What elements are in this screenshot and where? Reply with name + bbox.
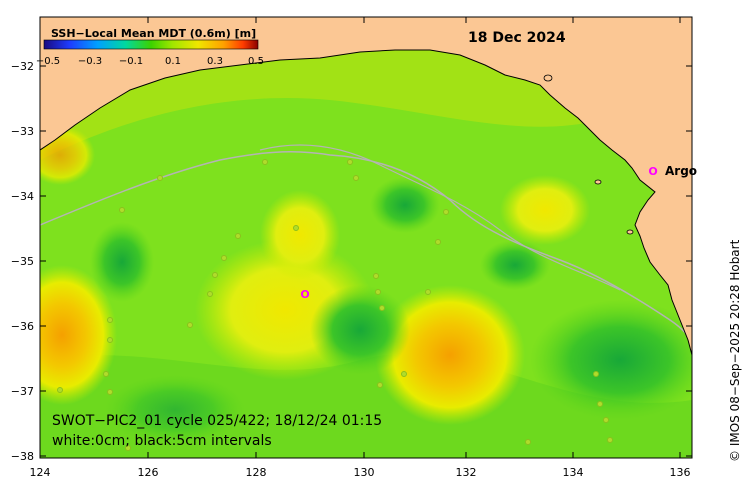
colorbar-tick: 0.5 (248, 56, 264, 67)
x-axis: 124 126 128 130 132 134 136 (30, 17, 691, 479)
y-tick-label: −34 (11, 190, 34, 203)
y-tick-label: −36 (11, 320, 34, 333)
x-tick-label: 134 (563, 466, 584, 479)
argo-legend-marker: O (648, 165, 657, 178)
y-tick-label: −38 (11, 450, 34, 463)
shelf-contour-line (40, 151, 692, 346)
argo-legend-label: Argo (665, 164, 697, 178)
warm-eddy (40, 265, 117, 405)
y-tick-label: −35 (11, 255, 34, 268)
argo-float-marker: O (300, 288, 309, 301)
colorbar-title: SSH−Local Mean MDT (0.6m) [m] (51, 27, 256, 40)
x-tick-label: 126 (138, 466, 159, 479)
shelf-contour-line (259, 144, 621, 291)
y-tick-label: −32 (11, 60, 34, 73)
x-tick-label: 124 (30, 466, 51, 479)
y-tick-label: −37 (11, 385, 34, 398)
cool-eddy (105, 375, 245, 445)
x-tick-label: 132 (456, 466, 477, 479)
credit-text: © IMOS 08−Sep−2025 20:28 Hobart (728, 239, 742, 462)
x-tick-label: 136 (670, 466, 691, 479)
warm-eddy (375, 285, 525, 425)
colorbar: SSH−Local Mean MDT (0.6m) [m] −0.5 −0.3 … (36, 27, 264, 67)
cool-eddy (530, 300, 692, 420)
colorbar-gradient (43, 39, 259, 50)
colorbar-tick: 0.3 (207, 56, 223, 67)
date-label: 18 Dec 2024 (468, 30, 566, 46)
colorbar-tick: −0.3 (78, 56, 102, 67)
x-tick-label: 130 (354, 466, 375, 479)
colorbar-tick: 0.1 (165, 56, 181, 67)
island (594, 179, 602, 185)
x-tick-label: 128 (246, 466, 267, 479)
cool-eddy (370, 177, 440, 233)
cool-eddy (90, 222, 154, 302)
colorbar-tick: −0.1 (119, 56, 143, 67)
cool-eddy (310, 285, 410, 375)
island (543, 74, 553, 82)
swot-observation-points (57, 159, 613, 451)
cool-eddy (480, 240, 550, 290)
caption-line-1: SWOT−PIC2_01 cycle 025/422; 18/12/24 01:… (52, 413, 382, 429)
plot-border (39, 16, 693, 459)
warm-eddy (500, 175, 590, 245)
colorbar-tick: −0.5 (36, 56, 60, 67)
caption-line-2: white:0cm; black:5cm intervals (52, 433, 272, 449)
plot-area (40, 17, 692, 458)
y-tick-label: −33 (11, 125, 34, 138)
y-axis: −32 −33 −34 −35 −36 −37 −38 (11, 60, 692, 463)
warm-eddy (260, 190, 340, 280)
land-mass (40, 17, 692, 356)
island (626, 229, 634, 235)
